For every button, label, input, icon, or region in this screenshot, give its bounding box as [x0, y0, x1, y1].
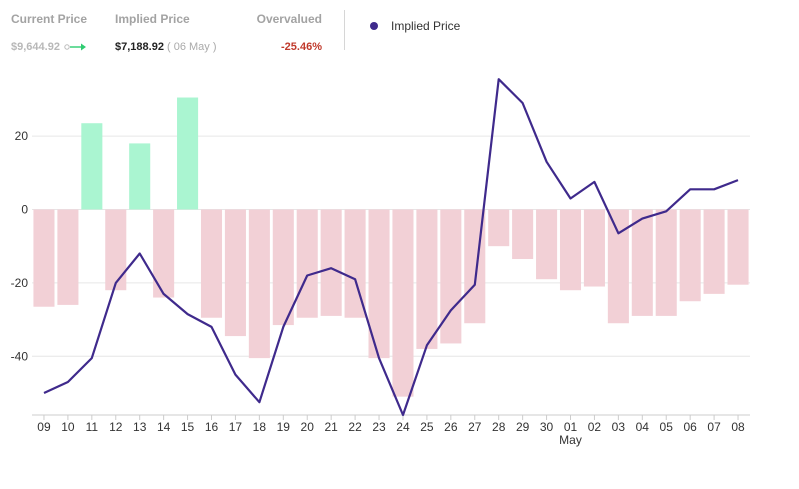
bar-07 [703, 209, 725, 294]
bar-10 [57, 209, 79, 305]
x-tick-label: 14 [157, 420, 171, 434]
stats-header: Current Price $9,644.92 Implied Price $7… [0, 0, 799, 60]
x-tick-label: 07 [707, 420, 721, 434]
x-tick-label: 22 [348, 420, 362, 434]
y-tick-label: -40 [11, 349, 29, 363]
bar-02 [583, 209, 605, 287]
x-tick-label: 20 [301, 420, 315, 434]
implied-price-amount: $7,188.92 [115, 41, 164, 53]
x-tick-label: 15 [181, 420, 195, 434]
x-tick-label: 03 [612, 420, 626, 434]
bar-19 [272, 209, 294, 326]
bar-09 [33, 209, 55, 307]
x-tick-label: 16 [205, 420, 219, 434]
x-tick-label: 24 [396, 420, 410, 434]
x-tick-label: 25 [420, 420, 434, 434]
bar-01 [559, 209, 582, 291]
current-price-amount: $9,644.92 [11, 41, 60, 53]
x-tick-label: 06 [683, 420, 697, 434]
x-tick-label: 12 [109, 420, 123, 434]
overvalued-label: Overvalued [256, 12, 322, 26]
x-tick-label: 29 [516, 420, 530, 434]
bar-30 [536, 209, 558, 280]
x-tick-label: 18 [253, 420, 267, 434]
implied-price-date: ( 06 May ) [167, 41, 217, 53]
x-tick-label: 17 [229, 420, 243, 434]
x-tick-label: 23 [372, 420, 386, 434]
x-tick-label: 28 [492, 420, 506, 434]
x-tick-label: 05 [660, 420, 674, 434]
x-tick-label: 30 [540, 420, 554, 434]
bar-22 [344, 209, 366, 318]
bar-14 [153, 209, 175, 298]
bar-20 [296, 209, 318, 318]
bar-21 [320, 209, 342, 316]
x-month-label: May [559, 433, 582, 447]
bar-03 [607, 209, 629, 324]
bar-12 [105, 209, 127, 291]
bar-23 [368, 209, 390, 359]
x-tick-label: 19 [277, 420, 291, 434]
bar-15 [177, 97, 199, 210]
bar-16 [200, 209, 223, 318]
bar-05 [655, 209, 677, 316]
legend-label: Implied Price [391, 19, 461, 33]
implied-price-value: $7,188.92 ( 06 May ) [115, 41, 217, 53]
x-tick-label: 26 [444, 420, 458, 434]
bar-13 [129, 143, 151, 210]
bar-29 [512, 209, 534, 260]
x-tick-label: 04 [636, 420, 650, 434]
bar-08 [727, 209, 749, 285]
bar-17 [224, 209, 246, 337]
bar-18 [248, 209, 270, 359]
header-divider [344, 10, 345, 50]
x-tick-label: 21 [324, 420, 338, 434]
x-tick-label: 13 [133, 420, 147, 434]
x-tick-label: 01 [564, 420, 578, 434]
current-price-label: Current Price [11, 12, 88, 26]
bar-04 [631, 209, 653, 316]
x-tick-label: 11 [86, 420, 99, 434]
current-price-value: $9,644.92 [11, 41, 88, 53]
implied-price-label: Implied Price [115, 12, 190, 26]
x-tick-label: 02 [588, 420, 602, 434]
implied-price-line [43, 78, 739, 417]
overvalued-value: -25.46% [281, 41, 322, 53]
x-tick-label: 27 [468, 420, 482, 434]
bar-24 [392, 209, 414, 397]
chart-legend[interactable]: Implied Price [370, 19, 460, 33]
bar-25 [416, 209, 438, 349]
x-tick-label: 10 [61, 420, 75, 434]
x-tick-label: 09 [37, 420, 51, 434]
bar-06 [679, 209, 701, 302]
legend-dot-icon [370, 22, 378, 30]
bar-11 [81, 123, 103, 210]
y-tick-label: 20 [15, 129, 29, 143]
bar-28 [488, 209, 510, 247]
x-tick-label: 08 [731, 420, 745, 434]
y-tick-label: -20 [11, 276, 29, 290]
arrow-right-icon [64, 43, 86, 51]
bar-26 [440, 209, 462, 344]
y-tick-label: 0 [21, 202, 28, 216]
